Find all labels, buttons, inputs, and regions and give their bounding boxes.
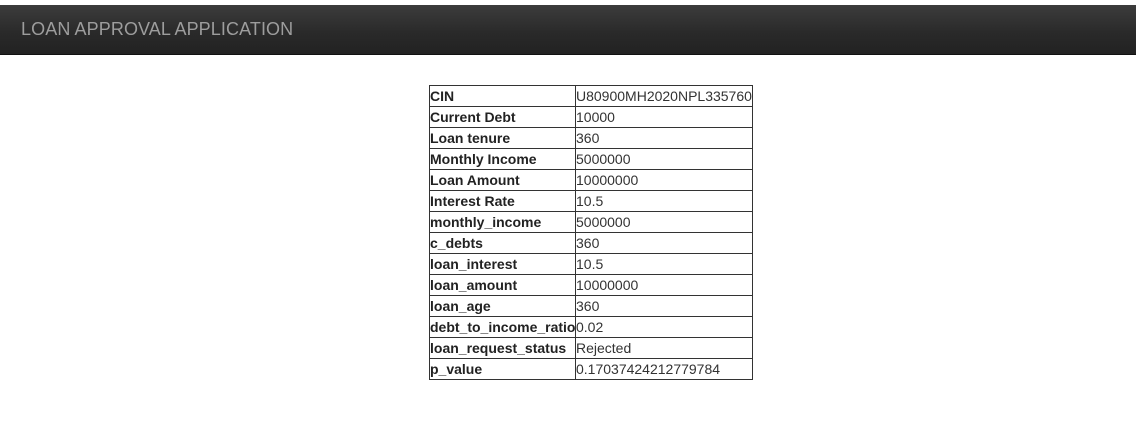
table-row: debt_to_income_ratio 0.02 — [429, 316, 753, 338]
table-row: loan_amount 10000000 — [429, 274, 753, 296]
row-label: loan_request_status — [429, 337, 576, 359]
row-label: Loan tenure — [429, 127, 576, 149]
row-label: Loan Amount — [429, 169, 576, 191]
row-value: 10.5 — [575, 190, 753, 212]
table-row: loan_request_status Rejected — [429, 337, 753, 359]
table-row: Interest Rate 10.5 — [429, 190, 753, 212]
table-row: Loan tenure 360 — [429, 127, 753, 149]
row-value: 360 — [575, 232, 753, 254]
table-row: Monthly Income 5000000 — [429, 148, 753, 170]
row-value: U80900MH2020NPL335760 — [575, 85, 753, 107]
row-label: Interest Rate — [429, 190, 576, 212]
row-value: 0.17037424212779784 — [575, 358, 753, 380]
row-value: 10.5 — [575, 253, 753, 275]
row-value: 10000000 — [575, 274, 753, 296]
row-label: c_debts — [429, 232, 576, 254]
row-value: Rejected — [575, 337, 753, 359]
table-row: loan_interest 10.5 — [429, 253, 753, 275]
row-label: loan_age — [429, 295, 576, 317]
table-row: Loan Amount 10000000 — [429, 169, 753, 191]
row-label: p_value — [429, 358, 576, 380]
row-value: 360 — [575, 295, 753, 317]
row-label: debt_to_income_ratio — [429, 316, 576, 338]
table-row: CIN U80900MH2020NPL335760 — [429, 85, 753, 107]
row-label: loan_interest — [429, 253, 576, 275]
row-label: Monthly Income — [429, 148, 576, 170]
row-label: Current Debt — [429, 106, 576, 128]
loan-results-table: CIN U80900MH2020NPL335760 Current Debt 1… — [429, 85, 753, 380]
navbar: LOAN APPROVAL APPLICATION — [0, 5, 1136, 55]
row-value: 5000000 — [575, 211, 753, 233]
table-row: c_debts 360 — [429, 232, 753, 254]
table-row: loan_age 360 — [429, 295, 753, 317]
table-row: p_value 0.17037424212779784 — [429, 358, 753, 380]
app-title[interactable]: LOAN APPROVAL APPLICATION — [21, 19, 294, 39]
row-value: 5000000 — [575, 148, 753, 170]
row-value: 10000 — [575, 106, 753, 128]
table-row: monthly_income 5000000 — [429, 211, 753, 233]
row-label: monthly_income — [429, 211, 576, 233]
row-value: 0.02 — [575, 316, 753, 338]
top-strip — [0, 0, 1136, 5]
row-label: CIN — [429, 85, 576, 107]
table-row: Current Debt 10000 — [429, 106, 753, 128]
row-value: 10000000 — [575, 169, 753, 191]
row-label: loan_amount — [429, 274, 576, 296]
row-value: 360 — [575, 127, 753, 149]
